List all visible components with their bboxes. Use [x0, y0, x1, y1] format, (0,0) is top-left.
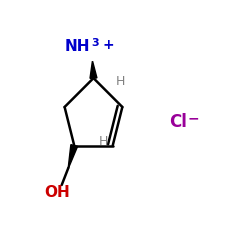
Text: H: H [116, 76, 125, 88]
Text: 3: 3 [92, 38, 99, 48]
Text: H: H [98, 135, 108, 148]
Text: OH: OH [44, 185, 70, 200]
Text: +: + [102, 38, 114, 52]
Polygon shape [68, 145, 78, 168]
Text: −: − [188, 112, 200, 126]
Text: NH: NH [65, 39, 90, 54]
Text: Cl: Cl [169, 114, 187, 132]
Polygon shape [90, 62, 97, 78]
